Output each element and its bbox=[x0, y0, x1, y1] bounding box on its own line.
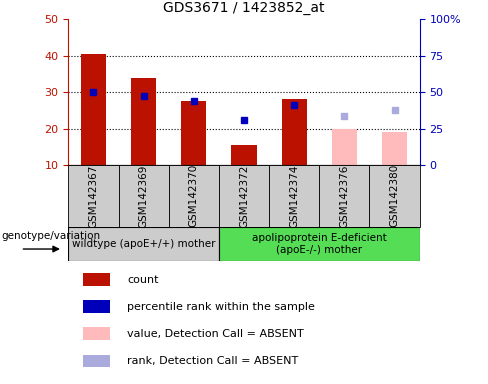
Bar bbox=[83, 300, 110, 313]
Text: GSM142372: GSM142372 bbox=[239, 164, 249, 228]
Bar bbox=[282, 99, 307, 165]
Bar bbox=[131, 78, 156, 165]
Text: percentile rank within the sample: percentile rank within the sample bbox=[127, 301, 315, 311]
Title: GDS3671 / 1423852_at: GDS3671 / 1423852_at bbox=[163, 2, 325, 15]
Text: GSM142374: GSM142374 bbox=[289, 164, 299, 228]
Text: GSM142367: GSM142367 bbox=[88, 164, 99, 228]
Text: GSM142370: GSM142370 bbox=[189, 164, 199, 227]
Bar bbox=[83, 273, 110, 286]
Text: GSM142369: GSM142369 bbox=[139, 164, 149, 228]
Bar bbox=[269, 165, 319, 227]
Bar bbox=[119, 165, 169, 227]
Bar bbox=[83, 354, 110, 367]
Text: count: count bbox=[127, 275, 159, 285]
Text: GSM142376: GSM142376 bbox=[339, 164, 349, 228]
Bar bbox=[68, 227, 219, 261]
Bar bbox=[319, 165, 369, 227]
Text: wildtype (apoE+/+) mother: wildtype (apoE+/+) mother bbox=[72, 239, 215, 249]
Bar bbox=[369, 165, 420, 227]
Text: genotype/variation: genotype/variation bbox=[1, 231, 101, 241]
Bar bbox=[219, 165, 269, 227]
Text: value, Detection Call = ABSENT: value, Detection Call = ABSENT bbox=[127, 329, 304, 339]
Text: GSM142380: GSM142380 bbox=[389, 164, 400, 227]
Bar bbox=[81, 54, 106, 165]
Bar bbox=[83, 328, 110, 340]
Text: rank, Detection Call = ABSENT: rank, Detection Call = ABSENT bbox=[127, 356, 298, 366]
Bar bbox=[68, 165, 119, 227]
Bar bbox=[169, 165, 219, 227]
Bar bbox=[332, 129, 357, 165]
Bar bbox=[181, 101, 206, 165]
Bar bbox=[231, 145, 257, 165]
Bar bbox=[382, 132, 407, 165]
Bar bbox=[219, 227, 420, 261]
Text: apolipoprotein E-deficient
(apoE-/-) mother: apolipoprotein E-deficient (apoE-/-) mot… bbox=[252, 233, 386, 255]
